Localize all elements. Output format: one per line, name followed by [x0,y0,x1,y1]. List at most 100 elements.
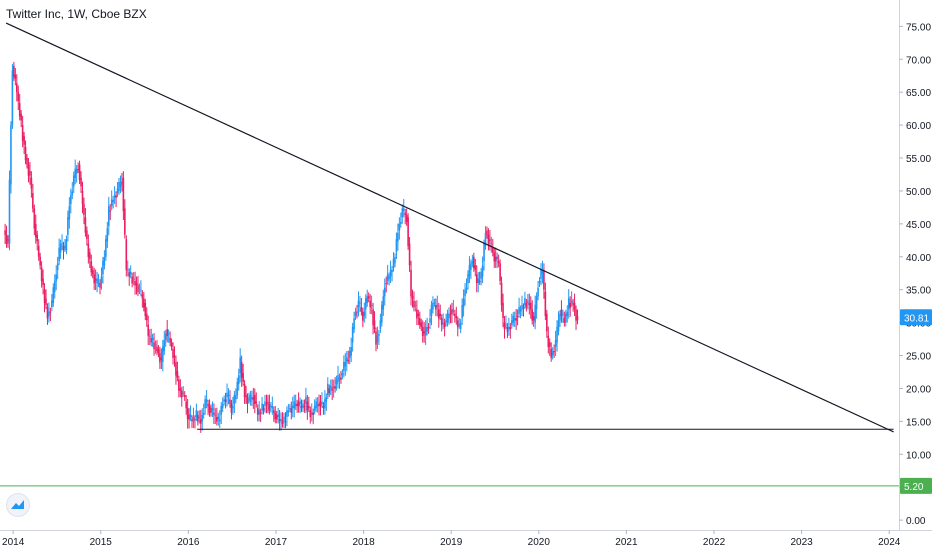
candle-body [32,193,34,209]
candle-body [243,384,246,398]
candle-body [267,401,269,404]
candle-body [429,318,431,323]
candle [275,410,278,424]
candle [527,293,529,310]
candle-body [70,195,72,205]
candle [302,399,304,413]
candle-body [427,326,430,328]
candle [221,397,224,413]
logo-badge[interactable] [6,493,30,517]
candle-body [456,320,459,328]
candle [442,313,444,330]
candle-body [183,395,186,398]
candle [265,394,268,414]
candle [510,313,513,329]
candle-body [192,416,195,422]
candle-body [182,392,185,394]
price-axis-label: 55.00 [906,154,931,165]
candle [502,293,504,328]
candle [332,379,335,398]
plot-area[interactable] [0,22,899,487]
candle [535,292,538,319]
candle-body [11,70,14,126]
candle [55,265,58,291]
candle-body [378,333,380,336]
candle [267,395,269,414]
candle-body [175,362,177,376]
candle [110,190,113,211]
candle-body [278,419,281,422]
candle-body [474,265,477,270]
candle-body [105,239,107,257]
price-tags: 30.81 5.20 [900,309,932,494]
candle [169,331,171,347]
candle [459,318,462,334]
candle-body [381,304,383,323]
candle-body [154,344,157,346]
candle [325,393,328,411]
candle [426,317,428,336]
candle [259,408,262,422]
candle-body [96,278,98,284]
candle-body [49,311,52,313]
candle [324,390,326,415]
price-axis-label: 70.00 [906,55,931,66]
candle [24,140,27,165]
candle [204,395,206,415]
candle [316,397,319,413]
candle [162,339,164,372]
candle [423,322,425,343]
candle-body [87,243,90,257]
candle-body [449,313,452,315]
candle-body [208,406,211,413]
candle [208,399,211,417]
candle-body [235,395,237,400]
candle [400,212,402,228]
price-axis-label: 10.00 [906,450,931,461]
candle [230,399,233,420]
candle-body [319,401,322,407]
candle-body [29,171,31,176]
candle-body [237,375,240,385]
candle-body [67,217,69,235]
candle [235,388,237,404]
candle-body [538,281,541,284]
time-axis[interactable]: 2014 2015 2016 2017 2018 2019 2020 2021 2022 2023… [2,530,901,548]
candle [11,63,14,130]
candle [524,291,526,310]
candle-body [312,412,315,416]
candle-body [268,403,271,411]
candle [525,298,528,312]
candle-body [379,320,382,330]
candle [112,195,114,209]
candle-body [388,276,390,279]
candle [372,302,374,335]
candle [147,315,150,345]
candle [294,394,297,410]
candle [17,85,20,111]
candle-body [91,269,94,275]
candle-body [78,164,81,181]
candle [541,260,544,284]
candle-body [232,406,234,409]
candle-body [140,289,142,291]
candle-body [505,324,507,326]
candle [140,280,142,297]
time-axis-label: 2018 [352,537,375,548]
candle [65,235,68,255]
candle [223,395,225,406]
candle [559,310,561,327]
candle [134,271,136,295]
candle-body [503,322,506,330]
candle-body [18,103,21,117]
candle [213,403,215,424]
candle [331,379,333,400]
candle-body [350,346,352,356]
candle [493,248,496,268]
candle [556,320,558,352]
candle-body [185,401,187,409]
trend-line[interactable] [5,22,894,433]
candle [327,377,329,399]
candle [310,403,313,422]
candle [197,410,199,426]
